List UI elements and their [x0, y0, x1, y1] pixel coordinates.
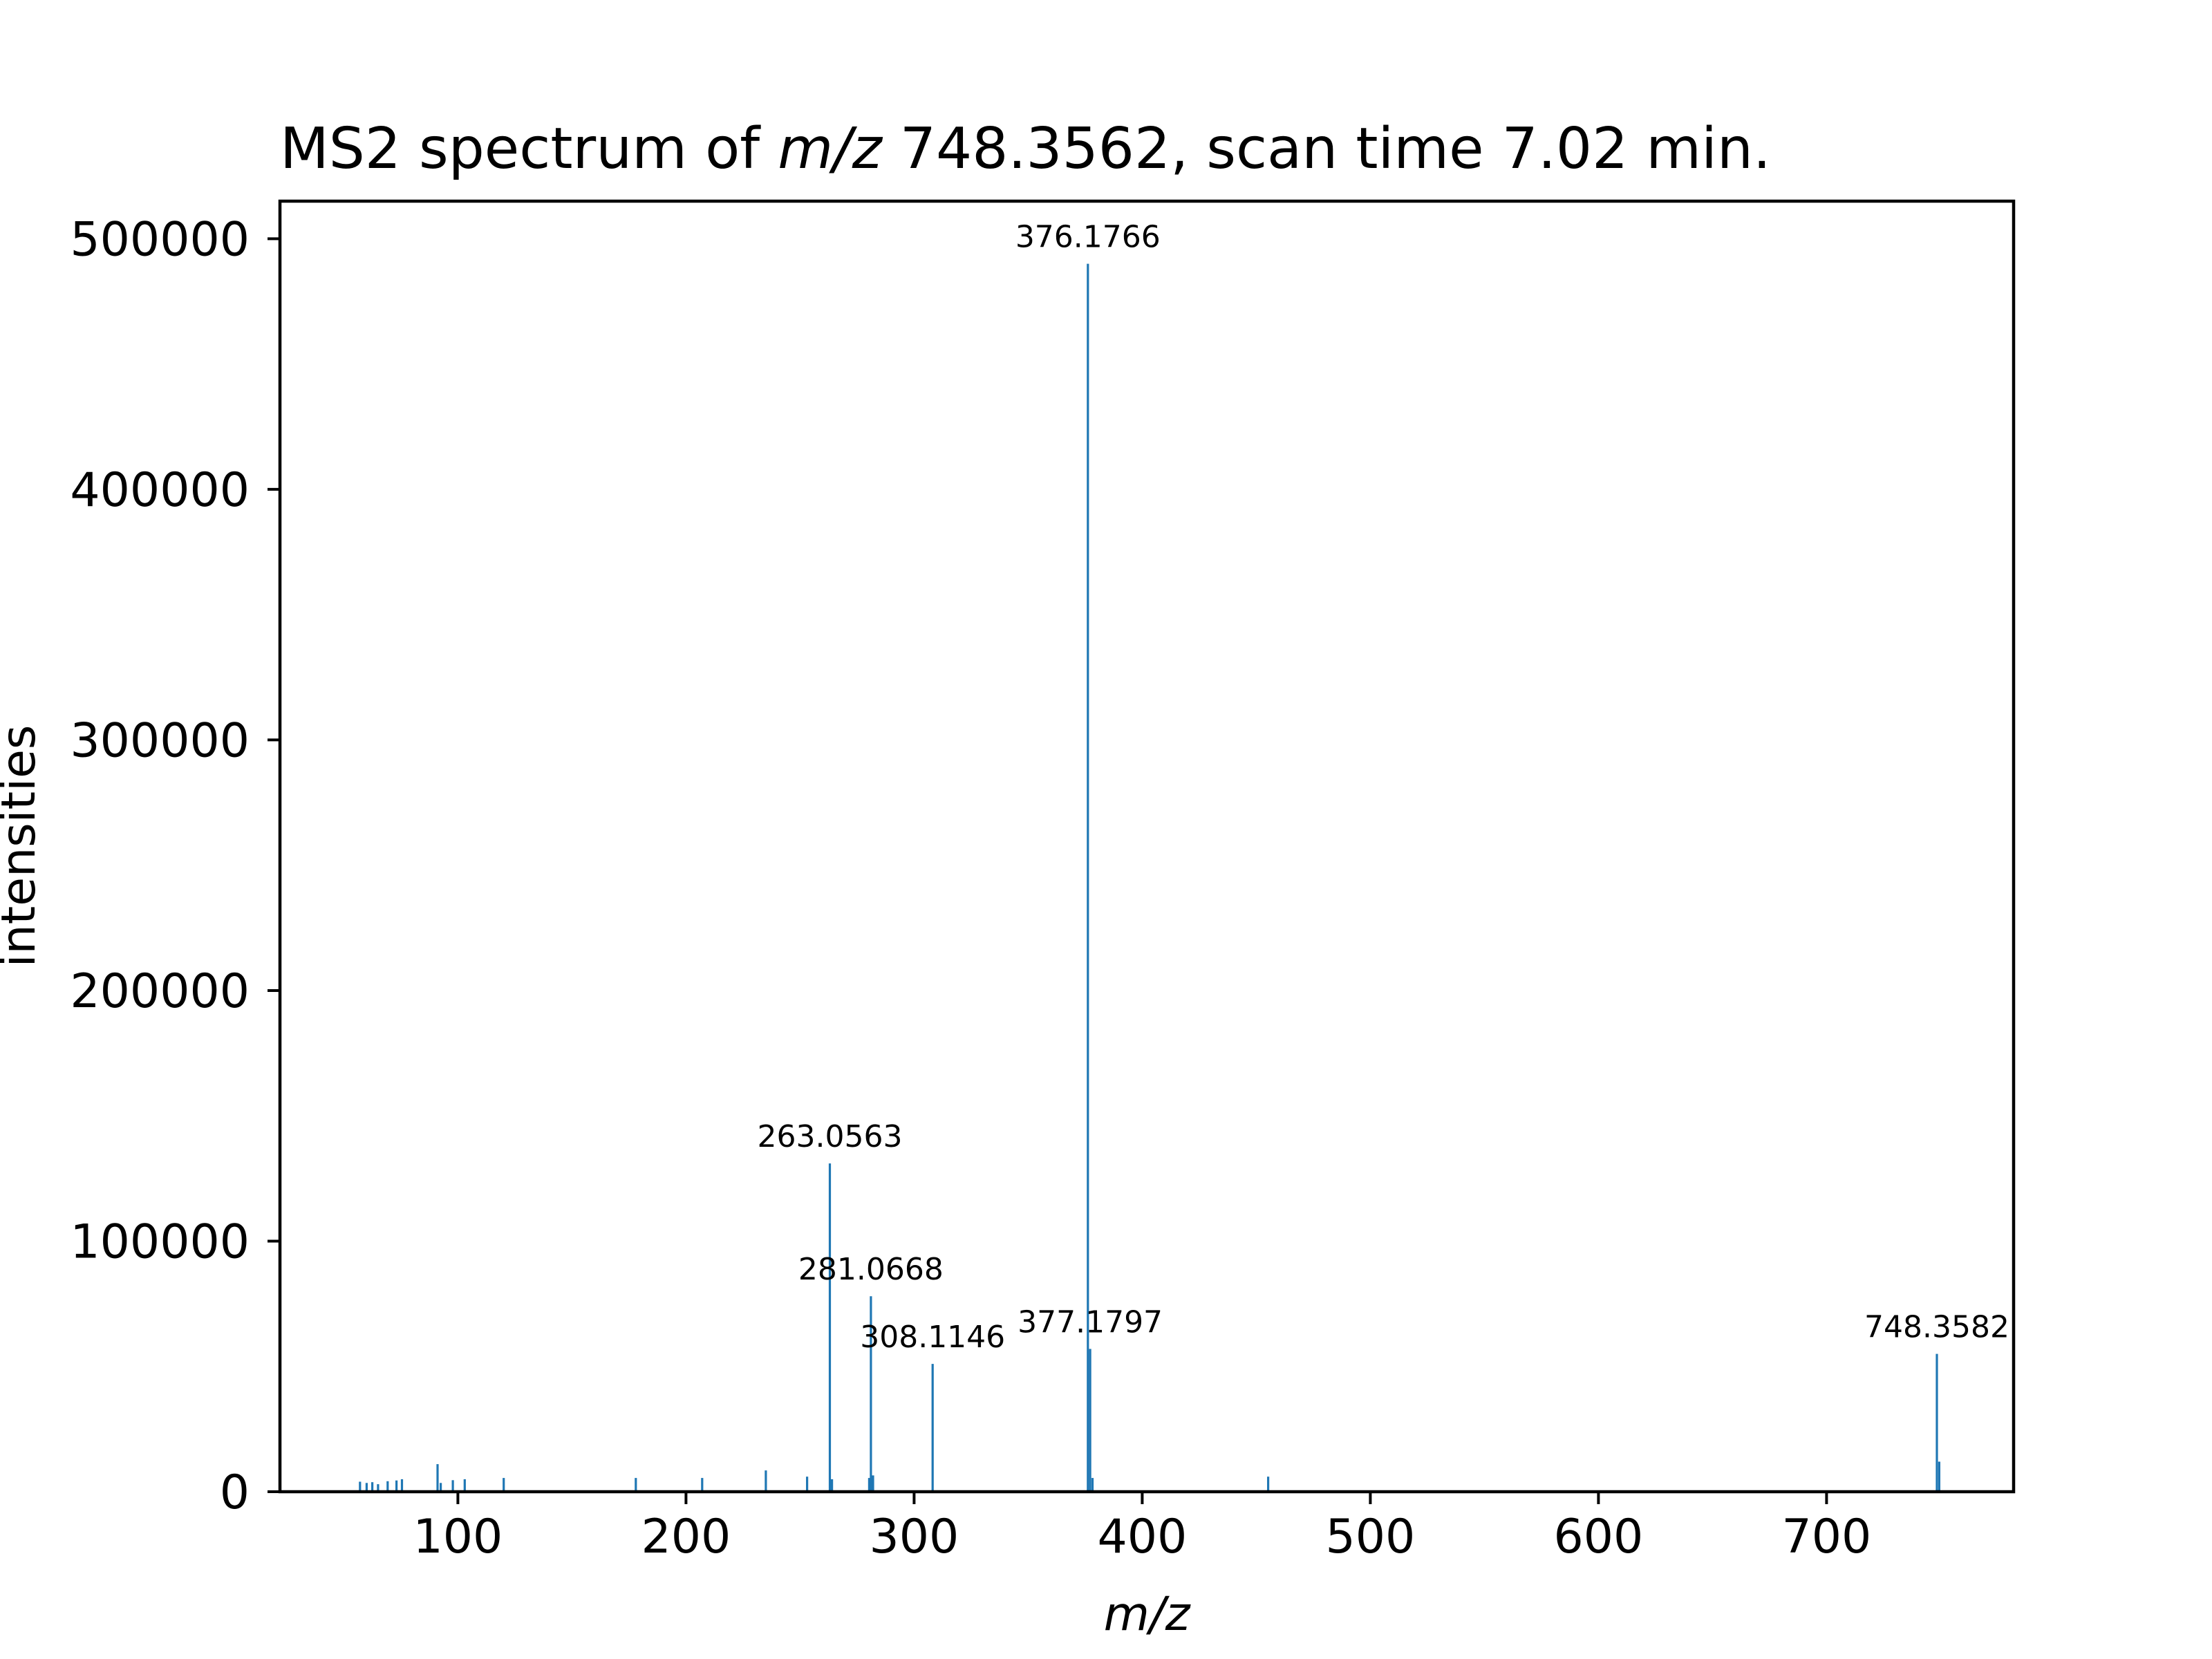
peak-label: 308.1146 [860, 1320, 1005, 1355]
peak-bar [635, 1478, 637, 1492]
peak-bar [463, 1479, 466, 1492]
chart-title: MS2 spectrum of m/z 748.3562, scan time … [280, 116, 1771, 182]
peak-bars [359, 263, 1940, 1492]
x-tick-label: 100 [413, 1510, 503, 1564]
peak-bar [701, 1478, 704, 1492]
x-tick-label: 500 [1326, 1510, 1416, 1564]
peak-bar [1089, 1349, 1091, 1492]
x-tick-label: 700 [1782, 1510, 1872, 1564]
peak-label: 377.1797 [1018, 1304, 1163, 1340]
y-axis-label: intensities [0, 725, 46, 968]
x-tick-label: 600 [1554, 1510, 1644, 1564]
peak-bar [451, 1480, 454, 1492]
peak-bar [872, 1475, 874, 1492]
x-tick-label: 200 [641, 1510, 731, 1564]
peak-bar [931, 1364, 934, 1492]
chart-title-italic: m/z [778, 116, 883, 182]
y-tick-label: 300000 [70, 713, 250, 768]
peak-label: 263.0563 [758, 1119, 903, 1154]
y-tick-label: 200000 [70, 964, 250, 1019]
x-axis-ticks: 100 200 300 400 500 600 700 [413, 1492, 1872, 1564]
peak-bar [831, 1479, 834, 1492]
peak-label: 748.3582 [1864, 1310, 2009, 1345]
peak-bar [868, 1478, 870, 1492]
peak-bar [1087, 263, 1089, 1492]
plot-frame [278, 199, 2016, 1494]
peak-label: 281.0668 [798, 1252, 944, 1287]
peak-bar [503, 1478, 505, 1492]
chart-title-suffix: 748.3562, scan time 7.02 min. [882, 116, 1771, 182]
x-axis-label: m/z [1104, 1587, 1191, 1642]
peak-bar [436, 1464, 439, 1492]
peak-bar [765, 1470, 767, 1492]
y-tick-label: 500000 [70, 212, 250, 267]
peak-bar [359, 1481, 362, 1492]
y-tick-label: 100000 [70, 1215, 250, 1269]
peak-bar [371, 1482, 374, 1492]
peak-bar [400, 1479, 404, 1492]
peak-bar [1938, 1461, 1940, 1492]
peak-labels: 263.0563 281.0668 308.1146 376.1766 377.1797… [758, 220, 2009, 1355]
peak-bar [828, 1163, 832, 1492]
peak-bar [1936, 1353, 1938, 1492]
peak-label: 376.1766 [1015, 220, 1161, 255]
peak-bar [870, 1296, 872, 1492]
peak-bar [365, 1483, 368, 1492]
x-tick-label: 400 [1098, 1510, 1188, 1564]
x-tick-label: 300 [870, 1510, 959, 1564]
peak-bar [806, 1477, 809, 1492]
peak-bar [395, 1480, 398, 1492]
peak-bar [440, 1483, 442, 1492]
y-axis-ticks: 0 100000 200000 300000 400000 500000 [70, 212, 280, 1520]
chart-title-prefix: MS2 spectrum of [280, 116, 778, 182]
peak-bar [1091, 1478, 1094, 1492]
peak-bar [377, 1484, 379, 1492]
peak-bar [1267, 1477, 1270, 1492]
y-tick-label: 0 [220, 1465, 250, 1520]
peak-bar [386, 1481, 389, 1492]
y-tick-label: 400000 [70, 463, 250, 518]
